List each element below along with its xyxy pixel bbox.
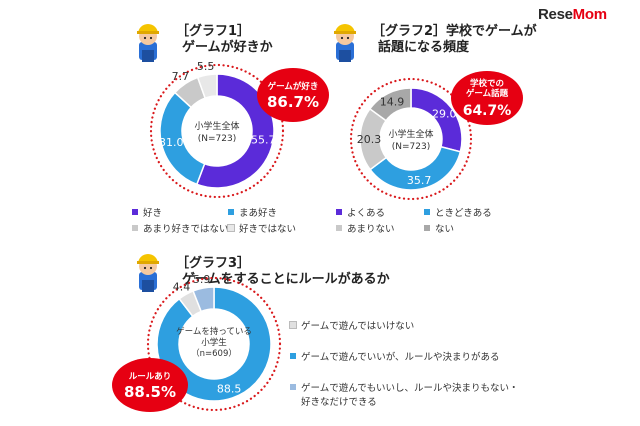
chart2-callout-value: 64.7% [463,103,512,119]
chart3-callout-label: ルールあり [129,372,172,382]
chart2-callout-bubble [451,71,523,125]
chart2-legend-label: よくある [347,208,386,219]
chart1-slice [196,73,218,100]
chart1-title-line2: ゲームが好きか [182,40,273,55]
chart1-dotted-ring [149,63,285,199]
chart1-slice-label: 55.7 [251,133,276,146]
chart3-legend-label: ゲームで遊んではいけない [301,321,415,332]
chart2-legend-label: ときどきある [435,208,492,219]
chart3-center-text: （n=609） [191,348,237,359]
chart3-title-line2: ゲームをすることにルールがあるか [182,272,390,287]
chart1-legend-item: 好きではない [227,221,297,235]
chart1-title: ［グラフ1］ ゲームが好きか [176,24,273,56]
chart3-title: ［グラフ3］ ゲームをすることにルールがあるか [176,256,390,288]
chart3-slice [156,286,272,402]
chart1-title-line1: ［グラフ1］ [176,24,251,39]
resemom-logo: ReseMom [538,6,607,23]
logo-text-a: Rese [538,6,573,23]
chart3-legend-item: ゲームで遊んでもいいし、ルールや決まりもない・ [290,380,519,394]
chart1-callout-bubble [257,68,329,122]
chart1-callout-value: 86.7% [267,93,319,111]
mascot-icon-2 [334,24,356,62]
chart3-slice-label: 5.9 [193,273,211,286]
chart1-legend-label: 好き [143,208,163,219]
chart3-callout-value: 88.5% [124,383,176,401]
chart2-title: ［グラフ2］学校でゲームが 話題になる頻度 [372,24,537,56]
chart2-legend-label: あまりない [347,224,395,235]
chart3-dotted-ring [146,276,282,412]
chart2-slice-label: 20.3 [357,133,382,146]
chart3-center-text: 小学生 [201,337,227,348]
chart2-legend-item: よくある [336,205,385,219]
chart1-center-text: (N=723) [198,134,236,144]
chart2-title-line2: 話題になる頻度 [378,40,470,55]
chart2-slice-label: 14.9 [380,96,405,109]
chart1-slice-label: 5.5 [197,60,215,73]
chart3-title-line1: ［グラフ3］ [176,256,251,271]
chart1-slice-label: 7.7 [172,70,190,83]
chart3-legend-item: ゲームで遊んではいけない [289,318,415,332]
chart1-legend-label: あまり好きではない [143,224,229,235]
chart1-center-text: 小学生全体 [194,120,239,132]
mascot-icon-1 [137,24,159,62]
chart3-legend-label: 好きなだけできる [301,397,377,408]
chart1-legend-label: まあ好き [239,208,278,219]
chart1-slice-label: 31.0 [159,136,184,149]
chart1-callout-label: ゲームが好き [268,81,319,92]
chart2-center-text: (N=723) [392,142,430,152]
chart3-slice [192,286,215,313]
chart3-legend-item: ゲームで遊んでいいが、ルールや決まりがある [290,349,500,363]
chart2-legend-label: ない [435,224,455,235]
chart2-legend-item: あまりない [336,221,395,235]
chart2-center-text: 小学生全体 [388,128,433,140]
chart2-legend-item: ときどきある [424,205,492,219]
chart2-slice-label: 29.0 [432,107,457,120]
chart2-callout-label: ゲーム話題 [466,88,509,99]
chart3-slice-label: 4.4 [173,281,191,294]
chart3-legend-label: ゲームで遊んでもいいし、ルールや決まりもない・ [301,383,519,394]
chart3-legend-item-cont: 好きなだけできる [301,394,377,408]
chart1-legend-item: 好き [132,205,162,219]
chart3-legend-label: ゲームで遊んでいいが、ルールや決まりがある [301,352,500,363]
chart2-slice-label: 35.7 [407,174,432,187]
chart2-legend-item: ない [424,221,454,235]
chart1-legend-item: あまり好きではない [132,221,229,235]
chart1-legend-item: まあ好き [228,205,277,219]
chart1-legend-label: 好きではない [239,224,297,235]
chart2-callout-label: 学校での [470,78,504,89]
chart3-callout-bubble [112,358,188,412]
chart2-title-line1: ［グラフ2］学校でゲームが [372,24,537,39]
chart3-center-text: ゲームを持っている [176,326,252,337]
logo-text-b: Mom [572,6,607,23]
mascot-icon-3 [137,254,159,292]
chart3-slice-label: 88.5 [217,383,242,396]
chart2-dotted-ring [349,77,473,201]
chart2-slice [368,87,412,122]
